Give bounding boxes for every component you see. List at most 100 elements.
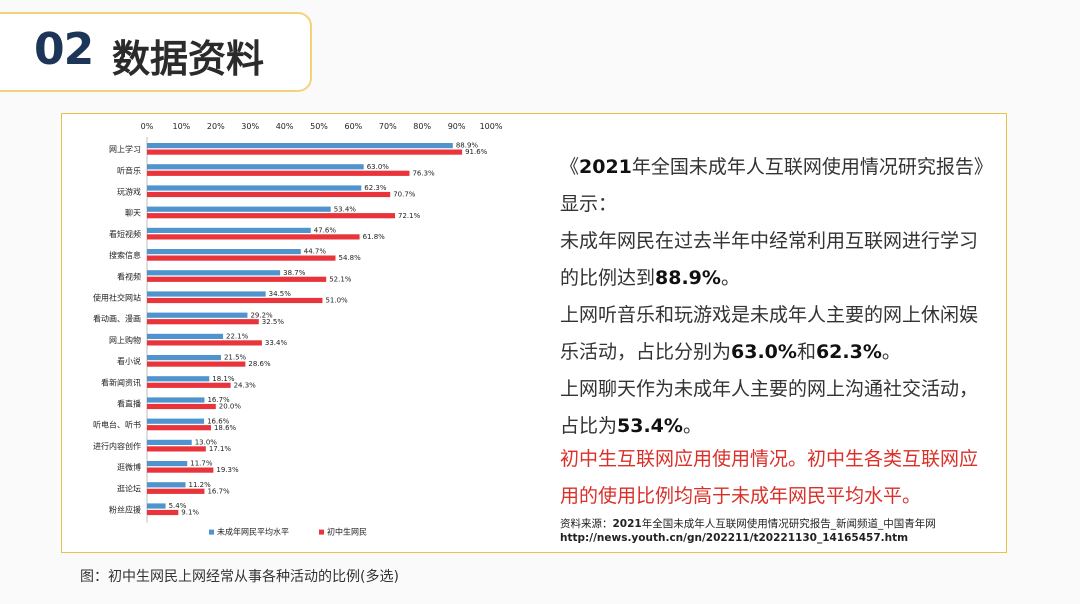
x-tick-label: 70% bbox=[379, 122, 397, 131]
average-bar bbox=[147, 270, 281, 276]
data-label: 91.6% bbox=[465, 148, 488, 156]
data-label: 24.3% bbox=[234, 381, 257, 389]
junior-high-bar bbox=[147, 191, 391, 198]
category-label: 玩游戏 bbox=[117, 187, 141, 197]
category-label: 网上学习 bbox=[109, 144, 141, 154]
report-intro: 《2021年全国未成年人互联网使用情况研究报告》显示： bbox=[560, 156, 984, 215]
data-label: 11.7% bbox=[190, 460, 213, 468]
junior-high-bar bbox=[147, 213, 396, 219]
average-bar bbox=[147, 227, 311, 233]
category-label: 使用社交网站 bbox=[93, 293, 141, 303]
junior-high-bar bbox=[147, 467, 214, 473]
section-title-tab bbox=[0, 12, 312, 92]
average-bar bbox=[147, 185, 362, 191]
data-label: 54.8% bbox=[339, 254, 362, 262]
source-note: 资料来源：2021年全国未成年人互联网使用情况研究报告_新闻频道_中国青年网 h… bbox=[560, 518, 936, 544]
average-bar bbox=[147, 312, 248, 318]
category-label: 粉丝应援 bbox=[109, 505, 141, 515]
junior-high-bar bbox=[147, 255, 336, 261]
category-label: 听电台、听书 bbox=[93, 420, 141, 430]
data-label: 22.1% bbox=[226, 333, 249, 341]
data-label: 20.0% bbox=[219, 403, 242, 411]
junior-high-bar bbox=[147, 340, 262, 346]
data-label: 44.7% bbox=[304, 248, 327, 256]
category-label: 逛论坛 bbox=[117, 483, 141, 493]
x-tick-label: 30% bbox=[241, 122, 259, 131]
average-bar bbox=[147, 355, 221, 361]
junior-high-bar bbox=[147, 149, 463, 155]
x-tick-label: 50% bbox=[310, 122, 328, 131]
junior-high-bar bbox=[147, 488, 205, 494]
category-label: 聊天 bbox=[125, 209, 141, 218]
x-tick-label: 90% bbox=[448, 122, 466, 131]
junior-high-paragraph: 初中生互联网应用使用情况。初中生各类互联网应用的使用比例均高于未成年网民平均水平… bbox=[560, 448, 979, 507]
junior-high-bar bbox=[147, 170, 410, 176]
data-label: 33.4% bbox=[265, 339, 288, 347]
category-label: 逛微博 bbox=[117, 462, 141, 472]
data-label: 76.3% bbox=[412, 169, 435, 177]
data-label: 61.8% bbox=[363, 233, 386, 241]
category-label: 看动画、漫画 bbox=[93, 314, 141, 324]
junior-high-bar bbox=[147, 403, 216, 410]
section-number: 02 bbox=[34, 24, 94, 75]
junior-high-bar bbox=[147, 319, 259, 325]
average-bar bbox=[147, 206, 331, 212]
legend-swatch-junior-high bbox=[319, 529, 324, 535]
average-bar bbox=[147, 418, 205, 424]
average-bar bbox=[147, 461, 188, 467]
x-tick-label: 0% bbox=[141, 122, 154, 131]
source-url[interactable]: http://news.youth.cn/gn/202211/t20221130… bbox=[560, 532, 909, 544]
x-tick-label: 40% bbox=[276, 122, 294, 131]
data-label: 16.7% bbox=[207, 396, 230, 404]
data-label: 21.5% bbox=[224, 354, 247, 362]
data-label: 18.1% bbox=[212, 375, 235, 383]
x-tick-label: 20% bbox=[207, 122, 225, 131]
category-label: 网上购物 bbox=[109, 335, 141, 345]
data-label: 53.4% bbox=[334, 205, 357, 213]
section-title: 数据资料 bbox=[112, 37, 265, 81]
data-label: 52.1% bbox=[329, 275, 352, 283]
junior-high-bar bbox=[147, 297, 323, 304]
data-label: 18.6% bbox=[214, 424, 237, 432]
legend-label: 未成年网民平均水平 bbox=[217, 527, 289, 537]
category-label: 看小说 bbox=[117, 356, 141, 366]
junior-high-bar bbox=[147, 446, 206, 452]
data-label: 63.0% bbox=[367, 163, 390, 171]
category-label: 听音乐 bbox=[117, 165, 141, 175]
legend-label: 初中生网民 bbox=[327, 527, 367, 537]
average-bar bbox=[147, 503, 166, 509]
category-label: 看直播 bbox=[117, 399, 141, 409]
learning-paragraph: 未成年网民在过去半年中经常利用互联网进行学习的比例达到88.9%。 bbox=[560, 230, 979, 289]
figure-caption: 图：初中生网民上网经常从事各种活动的比例(多选) bbox=[80, 569, 399, 585]
data-label: 16.6% bbox=[207, 417, 230, 425]
legend-swatch-average bbox=[209, 529, 214, 535]
x-tick-label: 10% bbox=[173, 122, 191, 131]
data-label: 5.4% bbox=[169, 502, 187, 510]
entertainment-paragraph: 上网听音乐和玩游戏是未成年人主要的网上休闲娱乐活动，占比分别为63.0%和62.… bbox=[560, 304, 979, 363]
junior-high-bar bbox=[147, 382, 231, 388]
data-label: 13.0% bbox=[195, 439, 218, 447]
data-label: 17.1% bbox=[209, 445, 232, 453]
junior-high-bar bbox=[147, 361, 246, 367]
x-tick-label: 100% bbox=[480, 122, 503, 131]
junior-high-bar bbox=[147, 509, 179, 516]
data-label: 51.0% bbox=[325, 297, 348, 305]
average-bar bbox=[147, 249, 301, 255]
data-label: 11.2% bbox=[189, 481, 212, 489]
average-bar bbox=[147, 376, 210, 382]
category-label: 看视频 bbox=[117, 271, 141, 281]
data-label: 34.5% bbox=[269, 290, 292, 298]
data-label: 72.1% bbox=[398, 212, 421, 220]
average-bar bbox=[147, 143, 453, 149]
average-bar bbox=[147, 439, 192, 445]
average-bar bbox=[147, 397, 205, 403]
data-label: 19.3% bbox=[216, 466, 239, 474]
category-label: 进行内容创作 bbox=[93, 441, 141, 451]
bar-chart: 0% 10% 20% 30% 40% 50% 60% 70% 80% 90% 100% 网上学习 88.… bbox=[93, 122, 503, 537]
category-label: 搜索信息 bbox=[109, 250, 141, 260]
junior-high-bar bbox=[147, 234, 360, 240]
data-label: 62.3% bbox=[364, 184, 387, 192]
average-bar bbox=[147, 164, 364, 170]
data-label: 88.9% bbox=[456, 142, 479, 150]
average-bar bbox=[147, 482, 186, 488]
